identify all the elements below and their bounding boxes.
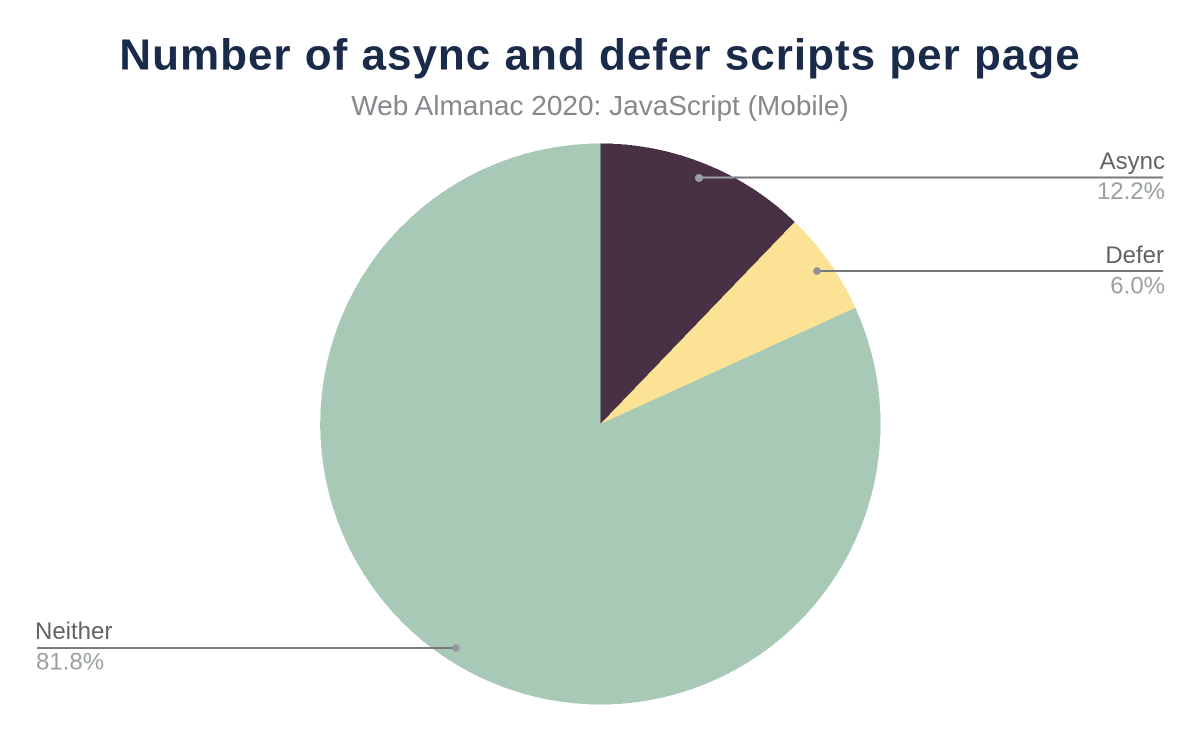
- svg-text:81.8%: 81.8%: [36, 649, 104, 676]
- svg-text:12.2%: 12.2%: [1097, 178, 1165, 205]
- svg-text:Neither: Neither: [35, 618, 112, 645]
- svg-text:Web Almanac 2020: JavaScript (: Web Almanac 2020: JavaScript (Mobile): [351, 90, 849, 121]
- svg-text:Number of async and defer scri: Number of async and defer scripts per pa…: [119, 31, 1080, 80]
- svg-text:6.0%: 6.0%: [1110, 273, 1165, 300]
- svg-text:Async: Async: [1100, 148, 1165, 175]
- svg-text:Defer: Defer: [1105, 242, 1164, 269]
